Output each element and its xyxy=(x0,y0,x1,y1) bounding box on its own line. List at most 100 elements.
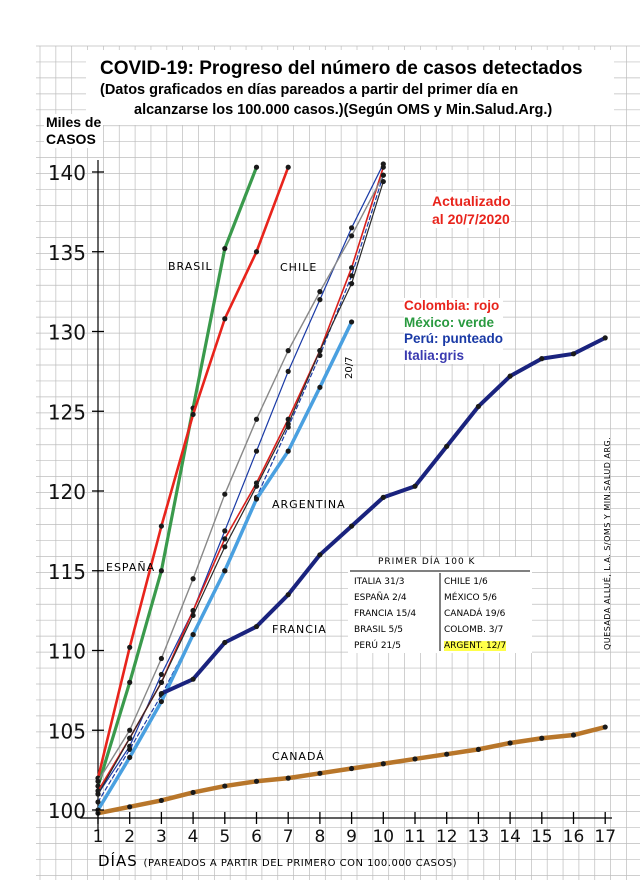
x-tick-label: 1 xyxy=(93,827,104,847)
data-point xyxy=(222,528,228,534)
legend-mexico: México: verde xyxy=(404,314,495,330)
data-point xyxy=(95,799,101,805)
series-line-italia xyxy=(97,174,384,782)
updated-line-1: Actualizado xyxy=(432,193,511,209)
data-point xyxy=(190,631,196,638)
data-point xyxy=(570,732,577,738)
y-tick-label: 135 xyxy=(48,241,86,265)
x-tick-label: 5 xyxy=(219,827,230,847)
data-point xyxy=(507,740,513,746)
data-point xyxy=(317,289,323,295)
y-tick-label: 105 xyxy=(48,719,86,743)
data-point xyxy=(158,568,164,574)
data-point xyxy=(539,356,545,362)
y-tick-label: 120 xyxy=(48,480,86,504)
data-point xyxy=(253,164,260,170)
x-tick-label: 10 xyxy=(372,827,394,847)
table-cell: ESPAÑA 2/4 xyxy=(354,593,407,603)
series-label: FRANCIA xyxy=(272,623,327,636)
series-label: ARGENTINA xyxy=(272,498,346,511)
data-point xyxy=(222,783,228,789)
chart-subtitle-1: (Datos graficados en días pareados a par… xyxy=(100,82,519,98)
data-point xyxy=(412,483,418,489)
data-point xyxy=(253,249,260,255)
series-label: CHILE xyxy=(280,261,317,274)
data-point xyxy=(317,552,323,558)
data-point xyxy=(190,411,196,418)
x-tick-label: 3 xyxy=(156,827,167,847)
y-axis-label-1: Miles de xyxy=(46,114,102,130)
updated-line-2: al 20/7/2020 xyxy=(432,211,510,227)
y-tick-label: 110 xyxy=(48,640,86,664)
table-title: PRIMER DÍA 100 K xyxy=(378,557,476,567)
data-point xyxy=(253,778,260,784)
first-day-table: PRIMER DÍA 100 K ITALIA 31/3 CHILE 1/6 E… xyxy=(348,557,532,653)
data-point xyxy=(253,448,260,454)
data-point xyxy=(158,698,164,705)
x-tick-label: 13 xyxy=(468,827,490,847)
table-cell: ITALIA 31/3 xyxy=(354,577,405,587)
legend-peru: Perú: punteado xyxy=(404,331,504,346)
data-point xyxy=(570,351,577,357)
data-point xyxy=(349,281,355,287)
x-tick-label: 9 xyxy=(346,827,357,847)
data-point xyxy=(285,592,291,598)
data-point xyxy=(127,679,133,686)
annotation-date: 20/7 xyxy=(344,357,355,379)
data-point xyxy=(317,348,323,354)
data-point xyxy=(317,297,323,303)
grid xyxy=(36,45,640,880)
x-tick-label: 15 xyxy=(531,827,553,847)
data-point xyxy=(285,164,291,170)
data-point xyxy=(602,724,608,730)
x-tick-label: 7 xyxy=(283,827,294,847)
data-point xyxy=(349,765,355,772)
data-point xyxy=(475,403,481,410)
table-cell: BRASIL 5/5 xyxy=(354,625,403,635)
y-tick-label: 140 xyxy=(48,161,86,185)
credit-note: QUESADA ALLUÉ, L.A. S/OMS Y MIN.SALUD AR… xyxy=(603,436,612,650)
table-cell-highlighted: ARGENT. 12/7 xyxy=(444,641,507,651)
data-point xyxy=(127,754,133,760)
series-line-méxico xyxy=(97,180,384,795)
x-axis-label: DÍAS (PAREADOS A PARTIR DEL PRIMERO CON … xyxy=(98,852,457,870)
data-point xyxy=(127,804,133,810)
data-point xyxy=(349,273,355,279)
data-point xyxy=(158,690,164,697)
color-legend: Colombia: rojo México: verde Perú: punte… xyxy=(404,298,504,364)
table-cell: CANADÁ 19/6 xyxy=(444,609,506,619)
x-tick-label: 4 xyxy=(188,827,199,847)
data-point xyxy=(253,623,260,630)
data-point xyxy=(190,576,196,582)
data-point xyxy=(475,746,481,752)
data-point xyxy=(380,172,386,178)
data-point xyxy=(158,655,164,662)
data-point xyxy=(412,756,418,762)
data-point xyxy=(539,735,545,741)
data-point xyxy=(222,536,228,542)
x-tick-label: 14 xyxy=(499,827,521,847)
data-point xyxy=(380,178,386,185)
data-point xyxy=(317,770,323,776)
data-point xyxy=(190,612,196,619)
table-cell: FRANCIA 15/4 xyxy=(354,609,417,619)
x-tick-label: 17 xyxy=(594,827,616,847)
legend-colombia: Colombia: rojo xyxy=(404,298,500,313)
table-cell: MÉXICO 5/6 xyxy=(444,593,497,603)
data-point xyxy=(507,373,513,379)
chart-subtitle-2: alcanzarse los 100.000 casos.)(Según OMS… xyxy=(134,102,553,118)
x-tick-label: 12 xyxy=(436,827,458,847)
data-point xyxy=(253,496,260,502)
y-axis-label-2: CASOS xyxy=(46,131,96,147)
data-point xyxy=(349,233,355,239)
x-tick-label: 11 xyxy=(404,827,426,847)
data-point xyxy=(285,421,291,427)
y-tick-label: 100 xyxy=(48,799,86,823)
updated-note: Actualizado al 20/7/2020 xyxy=(432,192,511,228)
data-point xyxy=(222,639,228,646)
data-point xyxy=(349,265,355,271)
data-point xyxy=(253,416,260,422)
data-point xyxy=(222,491,228,497)
data-point xyxy=(602,335,608,341)
